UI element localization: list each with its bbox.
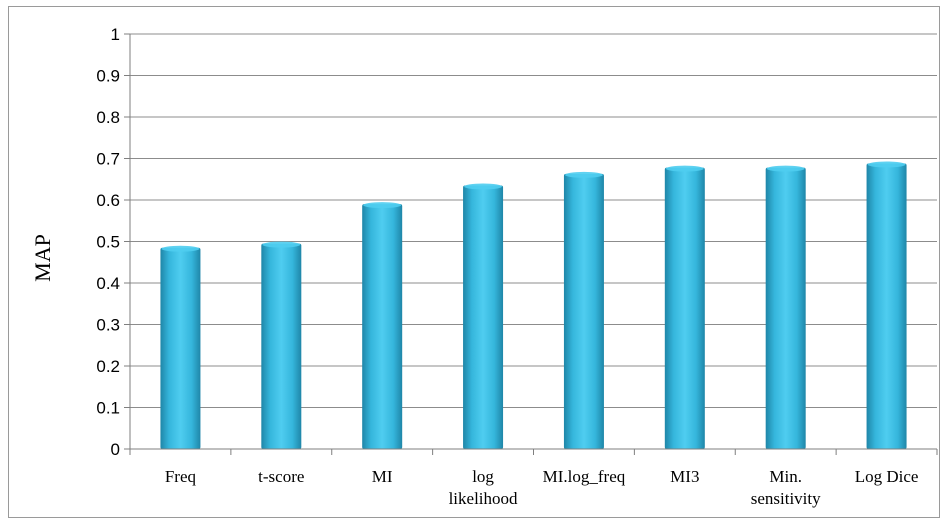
axes (124, 33, 938, 455)
labels: 0 0.1 0.2 0.3 0.4 0.5 0.6 0.7 0.8 0.9 1 Freq t-score… (96, 25, 918, 508)
bar-group (463, 183, 504, 449)
bar (765, 167, 806, 449)
bar-group (563, 171, 604, 450)
y-axis-title: MAP (30, 234, 55, 282)
y-tick-label: 0.6 (96, 191, 120, 210)
bar-group (362, 202, 403, 449)
bar-cap (464, 183, 503, 190)
bar-group (160, 245, 201, 449)
x-category-label-line: MI (372, 467, 393, 486)
x-category-label: MI3 (670, 467, 699, 486)
x-category-label: Min. sensitivity (751, 467, 821, 508)
x-category-label: MI (372, 467, 393, 486)
grid-lines (130, 33, 937, 408)
x-category-label: log likelihood (449, 467, 518, 508)
bar-cap (867, 161, 906, 168)
x-category-label-line: sensitivity (751, 489, 821, 508)
y-tick-label: 0.8 (96, 108, 120, 127)
x-category-label-line: t-score (258, 467, 304, 486)
y-tick-label: 0 (111, 440, 120, 459)
y-tick-label: 1 (111, 25, 120, 44)
x-category-label-line: log (472, 467, 494, 486)
x-category-label-line: Log Dice (855, 467, 919, 486)
bar (160, 247, 201, 449)
bar-cap (363, 202, 402, 209)
x-category-label-line: likelihood (449, 489, 518, 508)
y-tick-label: 0.3 (96, 316, 120, 335)
x-category-label: Log Dice (855, 467, 919, 486)
x-category-label-line: Freq (165, 467, 197, 486)
bar-cap (766, 165, 805, 172)
x-category-label: Freq (165, 467, 197, 486)
chart-frame (8, 6, 940, 518)
x-category-label-line: MI.log_freq (543, 467, 626, 486)
y-tick-label: 0.4 (96, 274, 120, 293)
bar (463, 185, 504, 449)
x-category-label: t-score (258, 467, 304, 486)
bar-group (866, 161, 907, 450)
bar-group (261, 241, 302, 449)
bars (160, 161, 907, 450)
y-tick-label: 0.9 (96, 67, 120, 86)
bar (664, 167, 705, 449)
bar (866, 163, 907, 450)
y-tick-label: 0.5 (96, 233, 120, 252)
bar-group (664, 165, 705, 449)
x-category-label: MI.log_freq (543, 467, 626, 486)
bar (362, 204, 403, 449)
y-tick-label: 0.7 (96, 150, 120, 169)
bar-cap (564, 171, 603, 178)
x-category-label-line: Min. (769, 467, 802, 486)
bar (261, 243, 302, 449)
bar-cap (665, 165, 704, 172)
y-tick-label: 0.1 (96, 399, 120, 418)
bar (563, 173, 604, 450)
bar-cap (161, 245, 200, 252)
bar-group (765, 165, 806, 449)
x-category-label-line: MI3 (670, 467, 699, 486)
y-tick-label: 0.2 (96, 357, 120, 376)
bar-cap (262, 241, 301, 248)
